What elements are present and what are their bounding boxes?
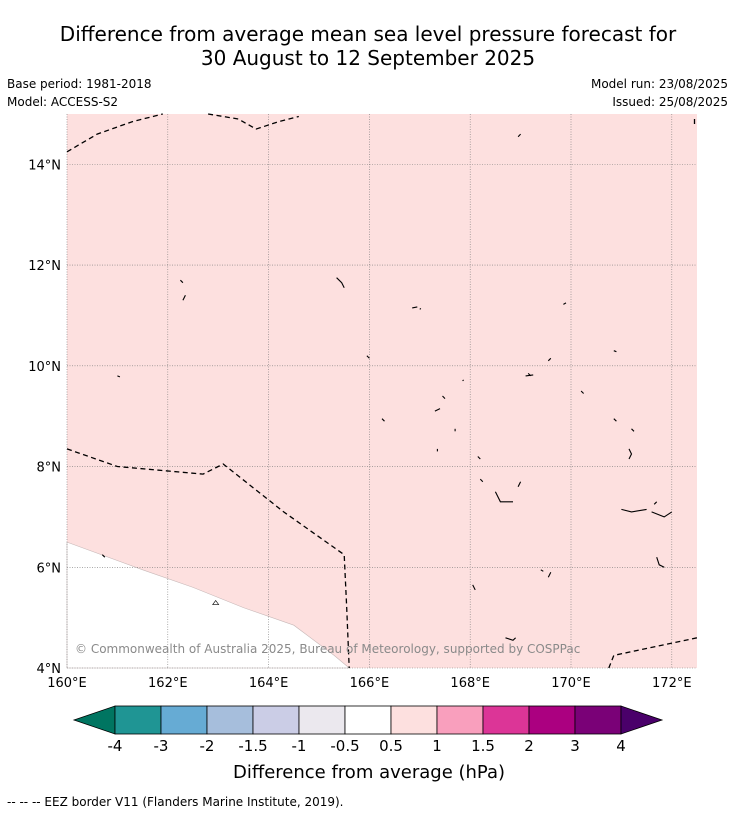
base-period: Base period: 1981-2018 <box>7 77 152 91</box>
colorbar-tick-label: -3 <box>154 737 169 755</box>
island-coastline <box>366 355 370 359</box>
lat-tick-label: 10°N <box>28 360 61 375</box>
island-coastline <box>563 302 567 305</box>
lon-tick-label: 172°E <box>652 676 692 691</box>
small-island <box>212 600 220 605</box>
colorbar-title: Difference from average (hPa) <box>233 762 505 783</box>
title-line-1: Difference from average mean sea level p… <box>59 22 677 46</box>
colorbar-swatch <box>574 705 622 735</box>
lon-tick-label: 164°E <box>249 676 289 691</box>
copyright-notice: © Commonwealth of Australia 2025, Bureau… <box>75 642 580 656</box>
pressure-field-anomaly <box>67 114 697 668</box>
island-coastline <box>419 308 422 310</box>
lat-tick-label: 8°N <box>37 461 62 476</box>
lon-tick-label: 166°E <box>350 676 390 691</box>
colorbar-extend-low <box>72 705 116 735</box>
island-coastline <box>434 408 441 412</box>
colorbar-swatch <box>206 705 254 735</box>
island-coastline <box>412 306 418 309</box>
island-coastline <box>462 379 464 382</box>
island-coastline <box>117 375 121 378</box>
meta-right: Model run: 23/08/2025 Issued: 25/08/2025 <box>591 75 728 111</box>
colorbar-swatch <box>298 705 346 735</box>
colorbar-swatch <box>482 705 530 735</box>
eez-border <box>608 637 698 669</box>
island-coastline <box>613 350 617 353</box>
island-coastline <box>547 357 552 362</box>
lon-tick-label: 168°E <box>450 676 490 691</box>
island-coastline <box>472 584 476 591</box>
colorbar-swatch <box>114 705 162 735</box>
island-coastline <box>580 390 584 394</box>
island-coastline <box>336 277 345 289</box>
island-coastline <box>517 133 521 138</box>
island-coastline <box>381 418 385 422</box>
island-coastline <box>442 395 446 399</box>
colorbar-tick-label: 1.5 <box>471 737 495 755</box>
lon-tick-label: 170°E <box>551 676 591 691</box>
eez-border <box>66 113 163 153</box>
colorbar-swatch <box>436 705 484 735</box>
lat-tick-label: 6°N <box>37 561 62 576</box>
island-coastline <box>477 456 481 460</box>
chart-title: Difference from average mean sea level p… <box>0 22 736 70</box>
colorbar-swatch <box>252 705 300 735</box>
island-coastline <box>494 491 513 503</box>
eez-border <box>66 448 350 669</box>
colorbar-tick-label: 2 <box>524 737 534 755</box>
colorbar-tick-label: -1.5 <box>238 737 267 755</box>
model-run: Model run: 23/08/2025 <box>590 77 728 91</box>
colorbar-tick-label: 0.5 <box>379 737 403 755</box>
eez-legend-note: -- -- -- EEZ border V11 (Flanders Marine… <box>7 795 344 809</box>
model-name: Model: ACCESS-S2 <box>7 95 119 109</box>
colorbar-swatch <box>160 705 208 735</box>
map-figure: © Commonwealth of Australia 2025, Bureau… <box>28 113 698 783</box>
island-coastline <box>651 511 673 518</box>
island-coastline <box>182 295 186 301</box>
colorbar-tick-label: -2 <box>200 737 215 755</box>
island-coastline <box>653 501 658 505</box>
lon-tick-label: 162°E <box>148 676 188 691</box>
island-coastline <box>621 508 647 513</box>
eez-border <box>207 113 299 130</box>
island-coastline <box>613 418 617 422</box>
colorbar-tick-label: 3 <box>570 737 580 755</box>
colorbar-tick-label: -0.5 <box>330 737 359 755</box>
island-coastline <box>479 478 484 483</box>
island-coastline <box>547 572 552 578</box>
colorbar-swatch <box>344 705 392 735</box>
island-coastline <box>180 279 184 284</box>
colorbar-tick-label: 1 <box>432 737 442 755</box>
colorbar-swatch <box>528 705 576 735</box>
colorbar-tick-label: 4 <box>616 737 626 755</box>
colorbar-extend-high <box>620 705 664 735</box>
island-coastline <box>517 481 522 487</box>
island-coastline <box>631 428 635 432</box>
lon-tick-label: 160°E <box>47 676 87 691</box>
island-coastline <box>540 569 544 572</box>
island-coastline <box>101 554 106 558</box>
island-coastline <box>656 557 665 568</box>
meta-left: Base period: 1981-2018 Model: ACCESS-S2 <box>7 75 152 111</box>
colorbar-tick-label: -4 <box>108 737 123 755</box>
island-coastline <box>628 448 633 460</box>
issued-date: Issued: 25/08/2025 <box>612 95 728 109</box>
island-coastline <box>525 374 534 377</box>
neutral-anomaly-region <box>66 541 351 669</box>
colorbar-swatch <box>390 705 438 735</box>
lat-tick-label: 14°N <box>28 158 61 173</box>
title-line-2: 30 August to 12 September 2025 <box>200 46 536 70</box>
lat-tick-label: 4°N <box>37 662 62 677</box>
lat-tick-label: 12°N <box>28 259 61 274</box>
colorbar-tick-label: -1 <box>292 737 307 755</box>
island-coastline <box>505 637 516 641</box>
